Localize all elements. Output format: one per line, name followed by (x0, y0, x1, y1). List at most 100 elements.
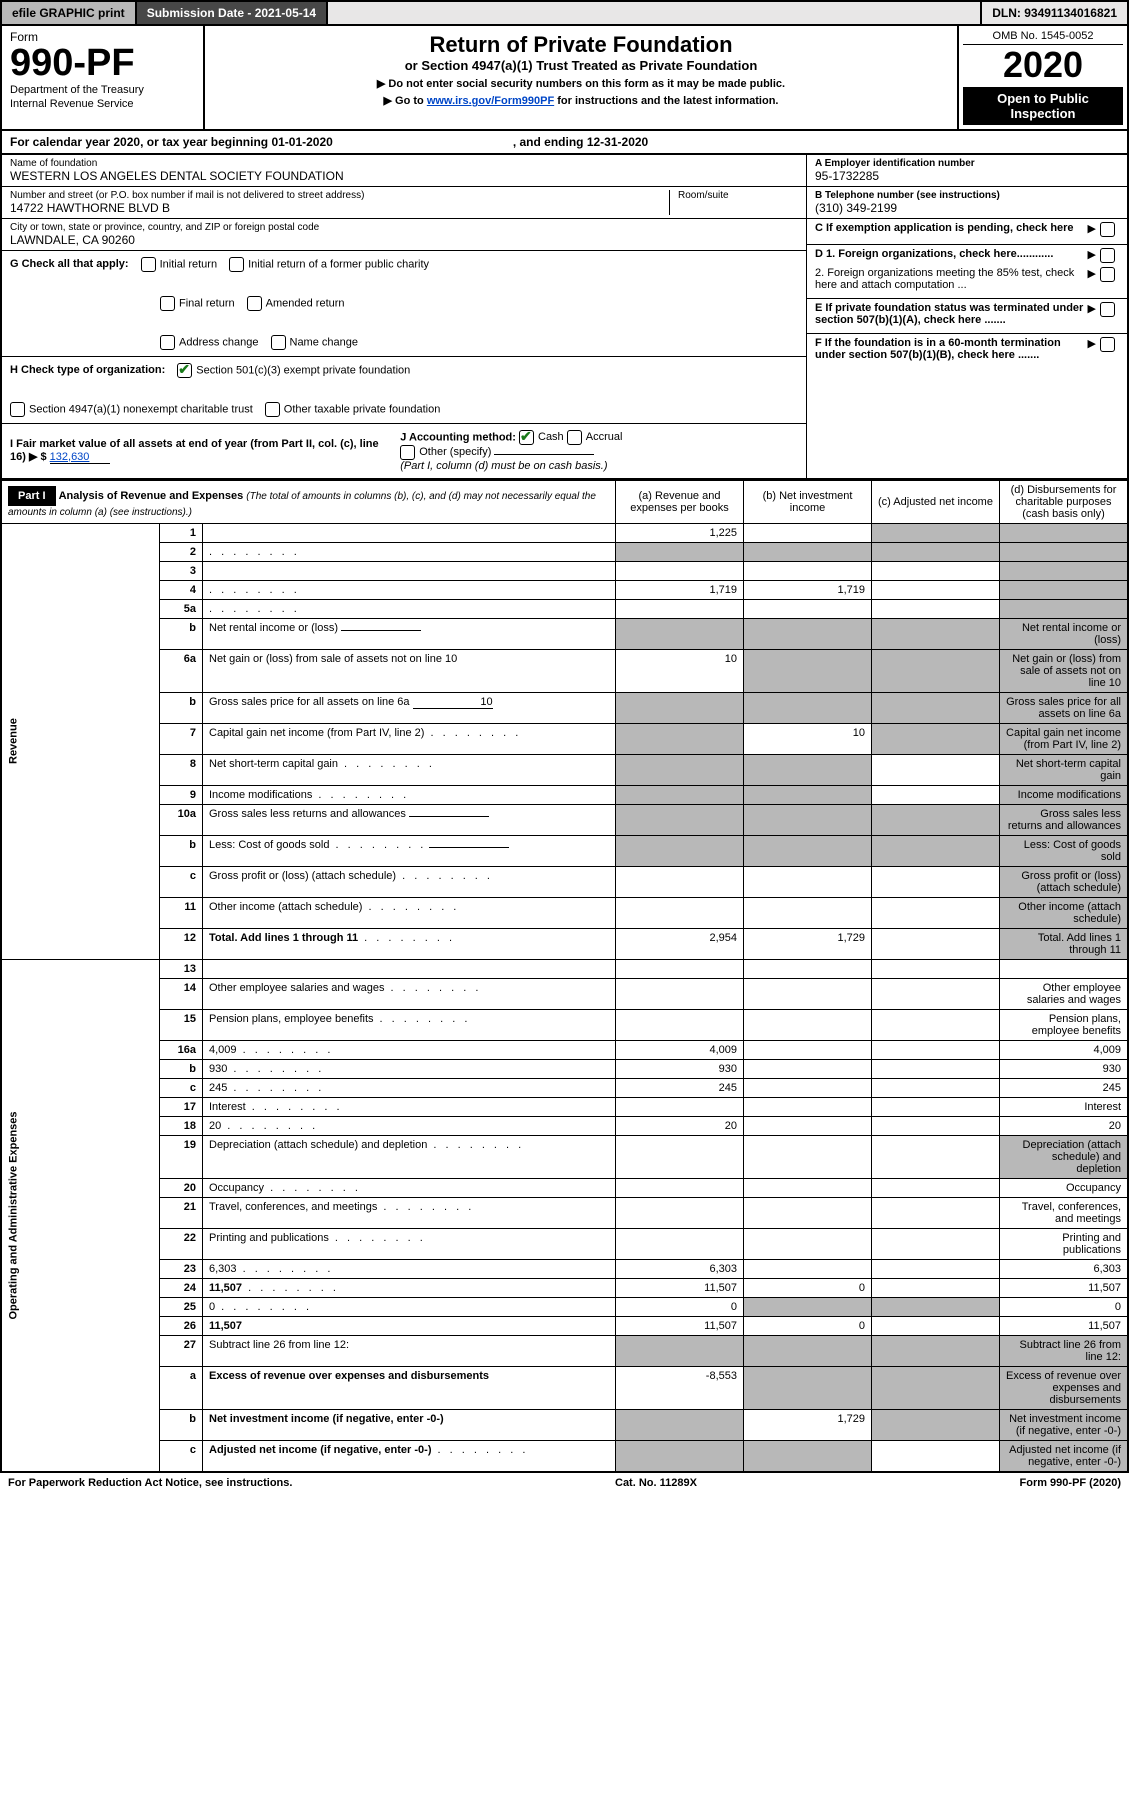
amount-cell (616, 1440, 744, 1472)
row-number: 1 (160, 523, 203, 542)
trust-checkbox[interactable] (10, 402, 25, 417)
amount-cell (744, 1178, 872, 1197)
amount-cell (744, 692, 872, 723)
irs-link[interactable]: www.irs.gov/Form990PF (427, 95, 554, 107)
amount-cell: 930 (616, 1059, 744, 1078)
amount-cell: Gross profit or (loss) (attach schedule) (1000, 866, 1129, 897)
d2-checkbox[interactable] (1100, 267, 1115, 282)
d1-checkbox[interactable] (1100, 248, 1115, 263)
street-address: 14722 HAWTHORNE BLVD B (10, 201, 661, 215)
amount-cell: 10 (616, 649, 744, 692)
amount-cell: Other income (attach schedule) (1000, 897, 1129, 928)
address-change-checkbox[interactable] (160, 335, 175, 350)
amended-return-checkbox[interactable] (247, 296, 262, 311)
open-public-badge: Open to Public Inspection (963, 87, 1123, 125)
amount-cell (616, 1178, 744, 1197)
footer-paperwork: For Paperwork Reduction Act Notice, see … (8, 1477, 292, 1489)
accrual-label: Accrual (586, 431, 623, 443)
row-number: 5a (160, 599, 203, 618)
d2-label: 2. Foreign organizations meeting the 85%… (815, 267, 1084, 291)
amount-cell (872, 523, 1000, 542)
amount-cell: Net short-term capital gain (1000, 754, 1129, 785)
final-return-checkbox[interactable] (160, 296, 175, 311)
amount-cell (744, 1259, 872, 1278)
amount-cell (616, 618, 744, 649)
other-method-checkbox[interactable] (400, 445, 415, 460)
c3-checkbox[interactable] (177, 363, 192, 378)
amount-cell (872, 785, 1000, 804)
other-taxable-checkbox[interactable] (265, 402, 280, 417)
row-description: Adjusted net income (if negative, enter … (203, 1440, 616, 1472)
efile-print-button[interactable]: efile GRAPHIC print (2, 2, 137, 24)
amount-cell (1000, 599, 1129, 618)
table-row: 27Subtract line 26 from line 12:Subtract… (1, 1335, 1128, 1366)
table-row: c245245245 (1, 1078, 1128, 1097)
table-row: 12Total. Add lines 1 through 112,9541,72… (1, 928, 1128, 959)
address-change-label: Address change (179, 336, 259, 348)
foundation-name: WESTERN LOS ANGELES DENTAL SOCIETY FOUND… (10, 169, 798, 183)
row-number: 18 (160, 1116, 203, 1135)
c3-label: Section 501(c)(3) exempt private foundat… (196, 364, 410, 376)
amount-cell (616, 542, 744, 561)
amount-cell (744, 804, 872, 835)
footer-form: Form 990-PF (2020) (1020, 1477, 1121, 1489)
table-row: 10aGross sales less returns and allowanc… (1, 804, 1128, 835)
row-description: 11,507 (203, 1278, 616, 1297)
table-row: 41,7191,719 (1, 580, 1128, 599)
table-row: bGross sales price for all assets on lin… (1, 692, 1128, 723)
amount-cell: Other employee salaries and wages (1000, 978, 1129, 1009)
row-description: Net investment income (if negative, ente… (203, 1409, 616, 1440)
accrual-checkbox[interactable] (567, 430, 582, 445)
table-row: 2611,50711,507011,507 (1, 1316, 1128, 1335)
amount-cell: 10 (744, 723, 872, 754)
cash-label: Cash (538, 431, 564, 443)
amount-cell (872, 1440, 1000, 1472)
table-row: cAdjusted net income (if negative, enter… (1, 1440, 1128, 1472)
col-c-header: (c) Adjusted net income (872, 480, 1000, 523)
amount-cell: 0 (744, 1278, 872, 1297)
initial-former-checkbox[interactable] (229, 257, 244, 272)
f-checkbox[interactable] (1100, 337, 1115, 352)
row-number: 23 (160, 1259, 203, 1278)
row-number: c (160, 866, 203, 897)
amount-cell: 1,719 (744, 580, 872, 599)
row-description (203, 523, 616, 542)
row-description: 20 (203, 1116, 616, 1135)
c-checkbox[interactable] (1100, 222, 1115, 237)
amount-cell (1000, 580, 1129, 599)
amount-cell: -8,553 (616, 1366, 744, 1409)
row-description: Interest (203, 1097, 616, 1116)
fmv-value[interactable]: 132,630 (50, 451, 110, 464)
table-row: bNet rental income or (loss) Net rental … (1, 618, 1128, 649)
row-number: 8 (160, 754, 203, 785)
name-change-checkbox[interactable] (271, 335, 286, 350)
row-number: 11 (160, 897, 203, 928)
cash-checkbox[interactable] (519, 430, 534, 445)
row-number: b (160, 835, 203, 866)
amount-cell (744, 1366, 872, 1409)
amount-cell (744, 1335, 872, 1366)
row-description: Excess of revenue over expenses and disb… (203, 1366, 616, 1409)
dept-treasury: Department of the Treasury (10, 84, 195, 96)
row-number: 24 (160, 1278, 203, 1297)
ein-label: A Employer identification number (815, 158, 1119, 169)
col-d-header: (d) Disbursements for charitable purpose… (1000, 480, 1129, 523)
row-number: 22 (160, 1228, 203, 1259)
f-label: F If the foundation is in a 60-month ter… (815, 337, 1084, 361)
part1-label: Part I (8, 486, 56, 506)
table-row: 20OccupancyOccupancy (1, 1178, 1128, 1197)
e-checkbox[interactable] (1100, 302, 1115, 317)
amount-cell (744, 542, 872, 561)
amount-cell (616, 1009, 744, 1040)
table-row: 9Income modificationsIncome modification… (1, 785, 1128, 804)
room-label: Room/suite (678, 190, 798, 201)
name-change-label: Name change (290, 336, 359, 348)
ein-value: 95-1732285 (815, 169, 1119, 183)
amount-cell (872, 978, 1000, 1009)
initial-return-checkbox[interactable] (141, 257, 156, 272)
part1-table: Part I Analysis of Revenue and Expenses … (0, 480, 1129, 1473)
amount-cell (744, 599, 872, 618)
row-description: 6,303 (203, 1259, 616, 1278)
amount-cell (744, 1078, 872, 1097)
amount-cell: Net gain or (loss) from sale of assets n… (1000, 649, 1129, 692)
